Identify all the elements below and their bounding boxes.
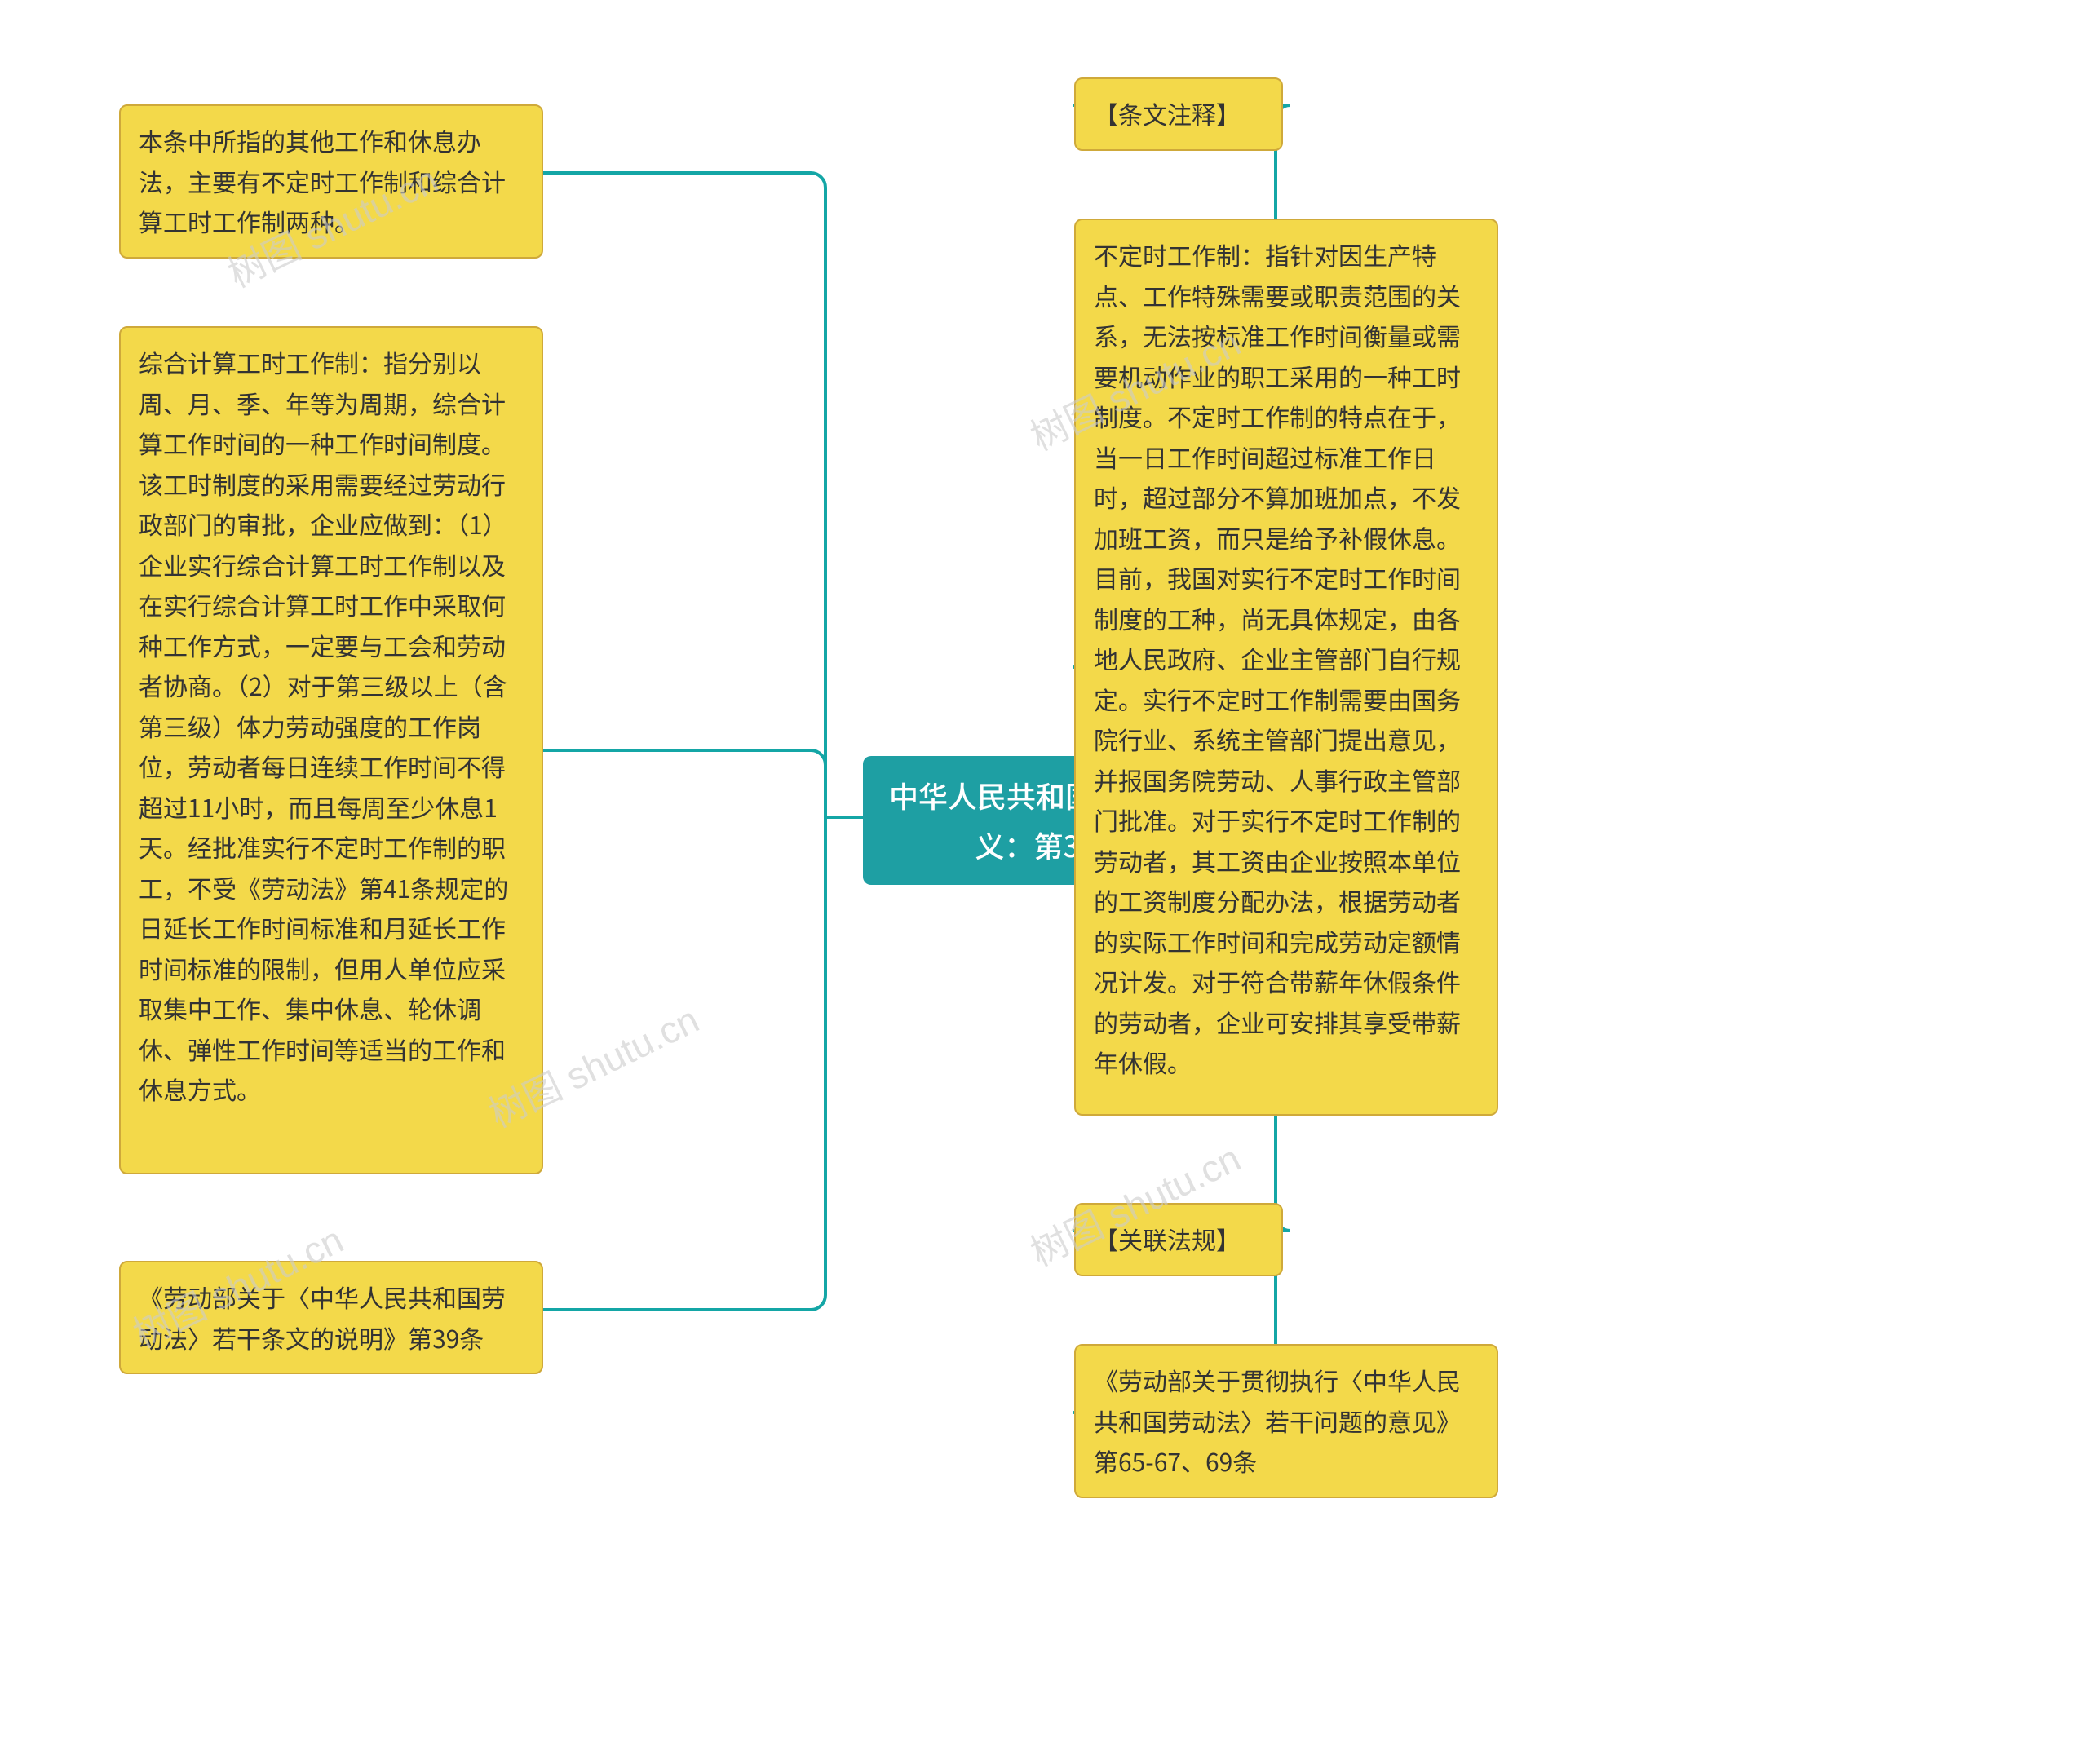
right-node-1: 不定时工作制：指针对因生产特点、工作特殊需要或职责范围的关系，无法按标准工作时间… (1074, 219, 1498, 1116)
right-node-2: 【关联法规】 (1074, 1203, 1283, 1276)
right-node-3: 《劳动部关于贯彻执行〈中华人民共和国劳动法〉若干问题的意见》第65-67、69条 (1074, 1344, 1498, 1498)
left-node-0: 本条中所指的其他工作和休息办法，主要有不定时工作制和综合计算工时工作制两种。 (119, 104, 543, 259)
left-node-2: 《劳动部关于〈中华人民共和国劳动法〉若干条文的说明》第39条 (119, 1261, 543, 1374)
mindmap-canvas: 中华人民共和国劳动法释 义：第39条本条中所指的其他工作和休息办法，主要有不定时… (0, 0, 2088, 1764)
right-node-0: 【条文注释】 (1074, 77, 1283, 151)
left-node-1: 综合计算工时工作制：指分别以周、月、季、年等为周期，综合计算工作时间的一种工作时… (119, 326, 543, 1174)
